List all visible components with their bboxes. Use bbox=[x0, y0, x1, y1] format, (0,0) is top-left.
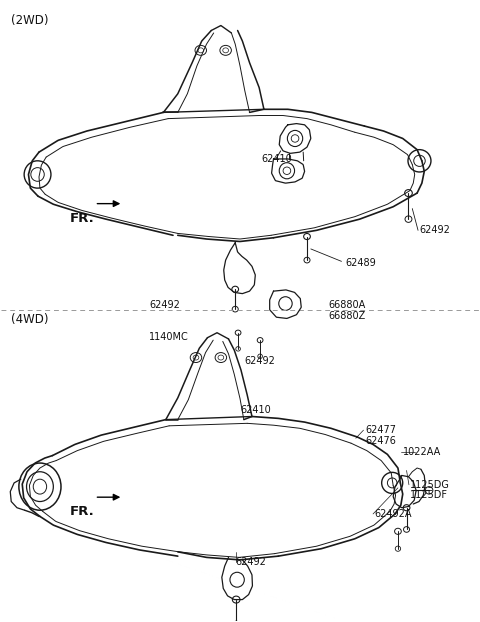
Text: (4WD): (4WD) bbox=[11, 313, 49, 326]
Text: 62492: 62492 bbox=[245, 356, 276, 366]
Text: 62492: 62492 bbox=[420, 225, 450, 235]
Text: 62492: 62492 bbox=[235, 557, 266, 567]
Text: FR.: FR. bbox=[70, 504, 95, 518]
Text: 62492A: 62492A bbox=[374, 509, 411, 519]
Text: 62476: 62476 bbox=[365, 435, 396, 446]
Text: 62410: 62410 bbox=[240, 406, 271, 415]
Text: 1140MC: 1140MC bbox=[149, 332, 189, 342]
Text: 1125DG: 1125DG bbox=[410, 480, 450, 490]
Text: 62410: 62410 bbox=[262, 154, 292, 164]
Text: (2WD): (2WD) bbox=[11, 14, 49, 27]
Text: 62489: 62489 bbox=[345, 258, 376, 267]
Text: 1022AA: 1022AA bbox=[403, 447, 441, 458]
Text: 62477: 62477 bbox=[365, 425, 396, 435]
Text: 66880A: 66880A bbox=[328, 300, 366, 310]
Text: 66880Z: 66880Z bbox=[328, 311, 366, 321]
Text: 62492: 62492 bbox=[149, 300, 180, 310]
Text: FR.: FR. bbox=[70, 211, 95, 225]
Text: 1125DF: 1125DF bbox=[410, 490, 448, 500]
